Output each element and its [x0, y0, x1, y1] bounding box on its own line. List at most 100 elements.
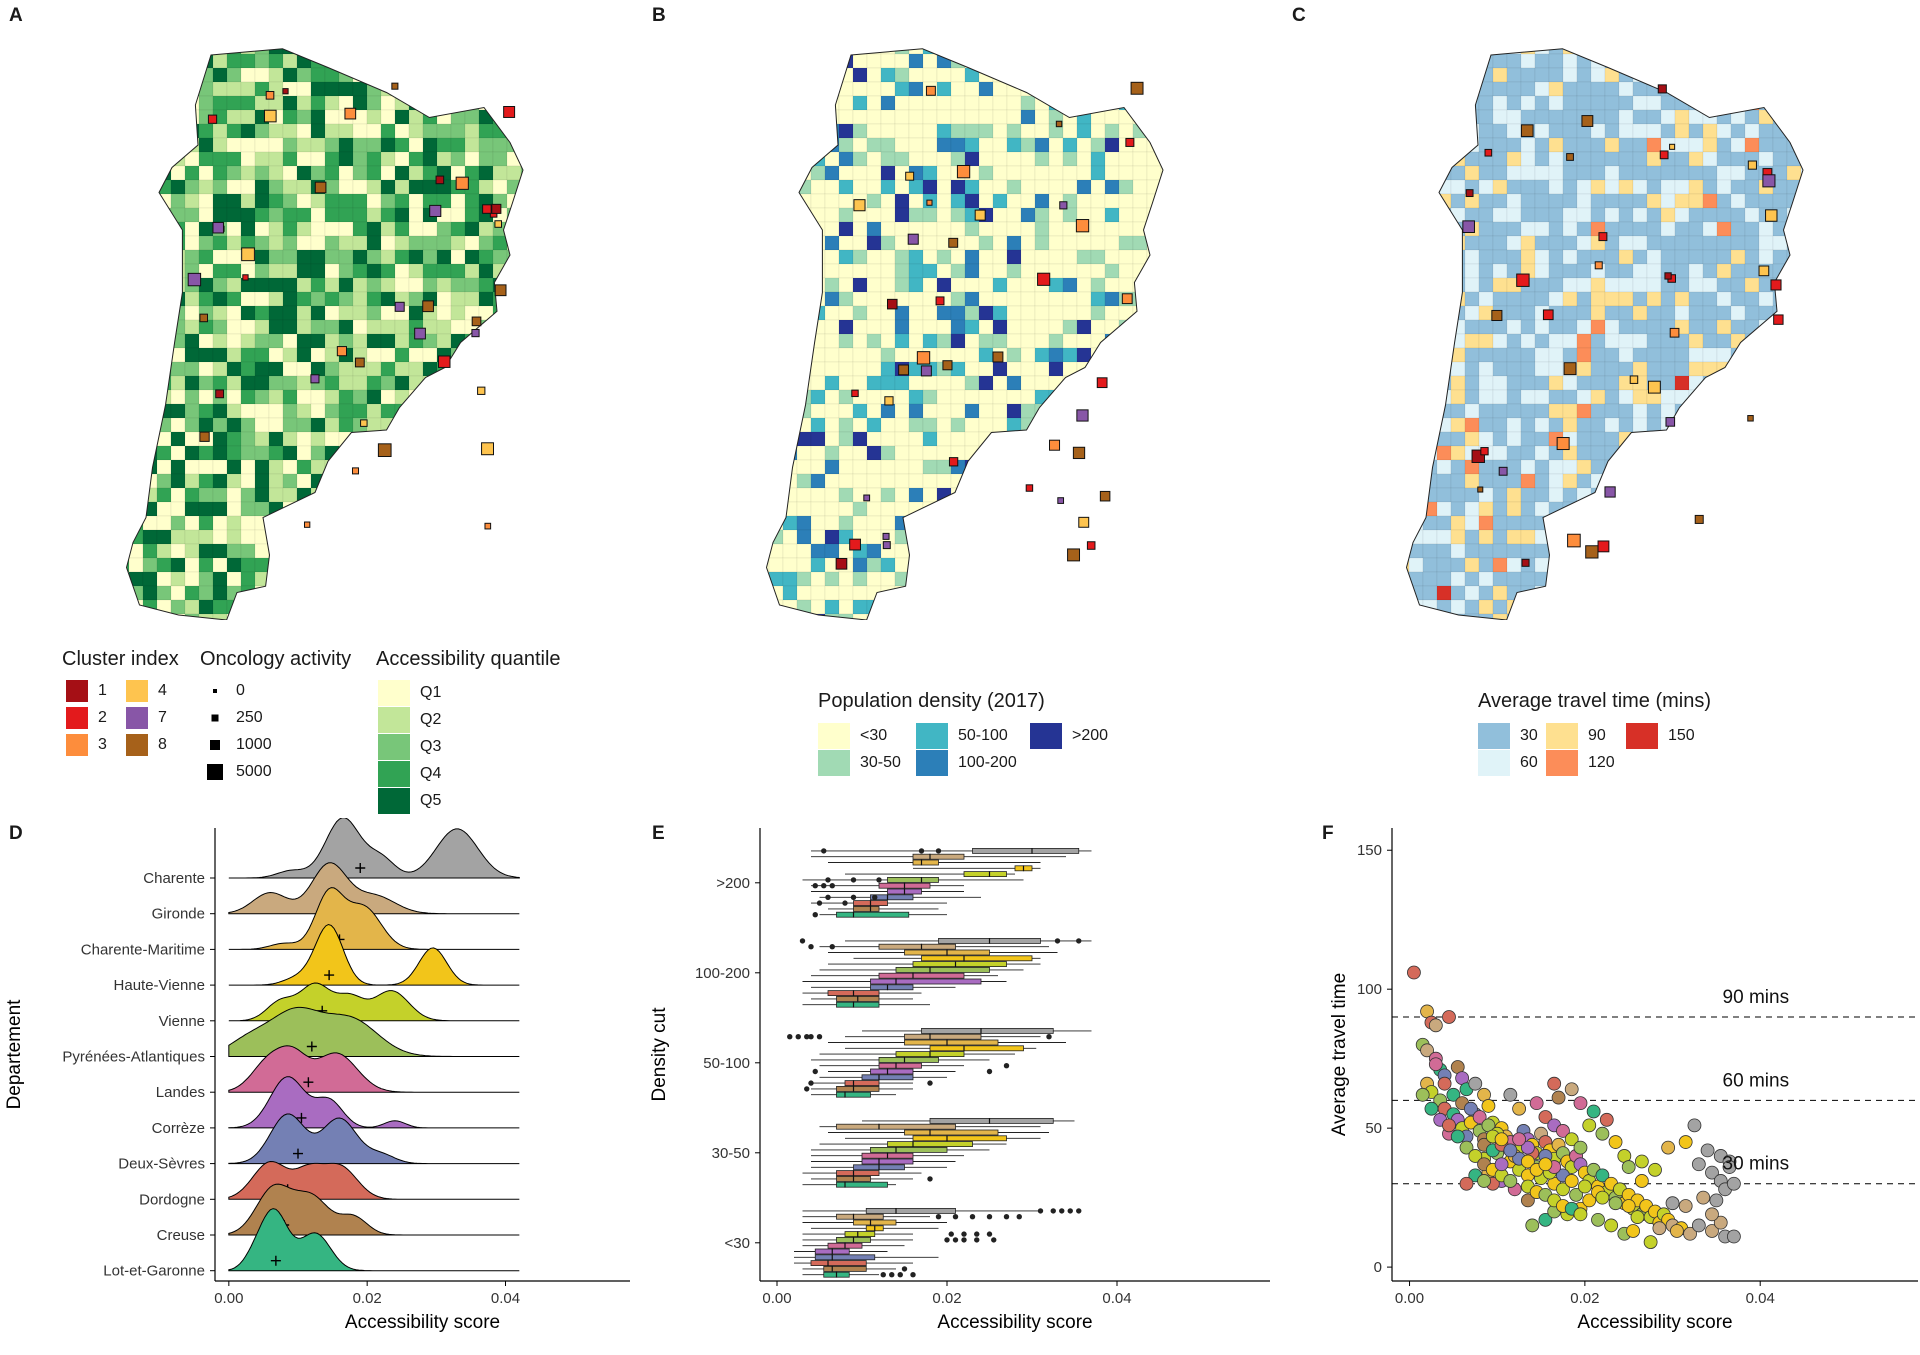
map-c-cell: [1618, 193, 1634, 209]
map-a-cell: [366, 53, 382, 69]
map-c-cell: [1730, 53, 1746, 69]
map-b-cell: [766, 48, 770, 55]
map-a-oncology-marker: [422, 300, 434, 313]
map-c-cell: [1674, 249, 1690, 265]
map-b-cell: [978, 445, 994, 461]
map-c-cell: [1688, 235, 1704, 251]
map-a-cell: [128, 81, 144, 97]
map-c-cell: [1534, 123, 1550, 139]
map-a-cell: [380, 473, 396, 489]
map-c-cell: [1702, 361, 1718, 377]
map-c-cell: [1506, 557, 1522, 573]
map-b-cell: [810, 193, 826, 209]
map-a-cell: [156, 599, 172, 615]
map-c-cell: [1590, 361, 1606, 377]
map-b-cell: [838, 137, 854, 153]
map-a-cell: [128, 347, 144, 363]
map-c-cell: [1576, 333, 1592, 349]
map-c-cell: [1520, 179, 1536, 195]
map-b-cell: [1132, 403, 1148, 419]
map-a-cell: [464, 459, 480, 475]
map-a-cell: [170, 585, 186, 601]
map-b-cell: [768, 557, 784, 573]
map-b-cell: [838, 361, 854, 377]
map-c-cell: [1436, 123, 1452, 139]
map-b-cell: [782, 613, 798, 620]
f-point: [1459, 1140, 1474, 1155]
map-c-cell: [1716, 613, 1732, 620]
map-c-cell: [1815, 208, 1829, 222]
map-c-cell: [1478, 305, 1494, 321]
map-b-cell: [992, 501, 1008, 517]
map-b-cell: [1090, 361, 1106, 377]
map-a-cell: [520, 585, 523, 601]
map-b-cell: [824, 291, 840, 307]
map-b-cell: [1189, 516, 1195, 530]
map-c-cell: [1646, 109, 1662, 125]
map-b-oncology-marker: [884, 396, 894, 406]
map-a-cell: [506, 277, 522, 293]
map-b-cell: [796, 515, 812, 531]
map-a-cell: [408, 613, 424, 620]
d-tick-label-Pyrénées-Atlantiques: Pyrénées-Atlantiques: [62, 1049, 205, 1066]
map-a-cell: [254, 501, 270, 517]
e-outlier: [986, 1231, 993, 1237]
map-c-cell: [1646, 473, 1662, 489]
map-b-cell: [1189, 404, 1195, 418]
map-a-cell: [380, 123, 396, 139]
map-b-cell: [922, 445, 938, 461]
map-a-cell: [506, 459, 522, 475]
map-b-cell: [782, 403, 798, 419]
map-a-cell: [142, 459, 158, 475]
map-c-cell: [1618, 277, 1634, 293]
map-a-cell: [478, 403, 494, 419]
map-a-cell: [394, 193, 410, 209]
map-b-cell: [964, 179, 980, 195]
map-b-cell: [824, 361, 840, 377]
map-c-cell: [1506, 48, 1522, 55]
map-c-cell: [1534, 515, 1550, 531]
map-a-cell: [142, 319, 158, 335]
map-a-cell: [184, 473, 200, 489]
map-c-cell: [1406, 305, 1410, 321]
map-a-cell: [240, 347, 256, 363]
map-a-cell: [422, 263, 438, 279]
map-a-cell: [436, 473, 452, 489]
map-a-cell: [254, 613, 270, 620]
map-a-cell: [450, 48, 466, 55]
map-a-cell: [310, 235, 326, 251]
map-b-cell: [824, 67, 840, 83]
map-c-cell: [1436, 459, 1452, 475]
map-a-cell: [464, 277, 480, 293]
map-a-cell: [324, 221, 340, 237]
map-b-cell: [1020, 291, 1036, 307]
map-a-cell: [338, 305, 354, 321]
map-b-cell: [782, 431, 798, 447]
map-b-cell: [838, 445, 854, 461]
map-b-cell: [782, 543, 798, 559]
map-a-cell: [226, 529, 242, 545]
map-a-cell: [549, 558, 555, 572]
map-c-cell: [1716, 193, 1732, 209]
map-c-cell: [1632, 389, 1648, 405]
cluster-3-label: 3: [98, 736, 107, 753]
map-a-cell: [142, 53, 158, 69]
panel-label-c: C: [1292, 5, 1306, 26]
map-a-cell: [464, 151, 480, 167]
map-a-cell: [240, 543, 256, 559]
map-a-cell: [142, 361, 158, 377]
map-a-cell: [422, 389, 438, 405]
map-a-cell: [535, 474, 549, 488]
map-a-cell: [156, 417, 172, 433]
map-b-cell: [1048, 277, 1064, 293]
map-a-cell: [226, 417, 242, 433]
map-c-cell: [1450, 277, 1466, 293]
map-c-cell: [1450, 291, 1466, 307]
map-a-cell: [296, 109, 312, 125]
map-c-cell: [1534, 263, 1550, 279]
map-b-cell: [1189, 544, 1195, 558]
map-c-cell: [1815, 96, 1829, 110]
map-a-cell: [380, 193, 396, 209]
map-a-cell: [198, 81, 214, 97]
map-c-oncology-marker: [1516, 273, 1530, 287]
